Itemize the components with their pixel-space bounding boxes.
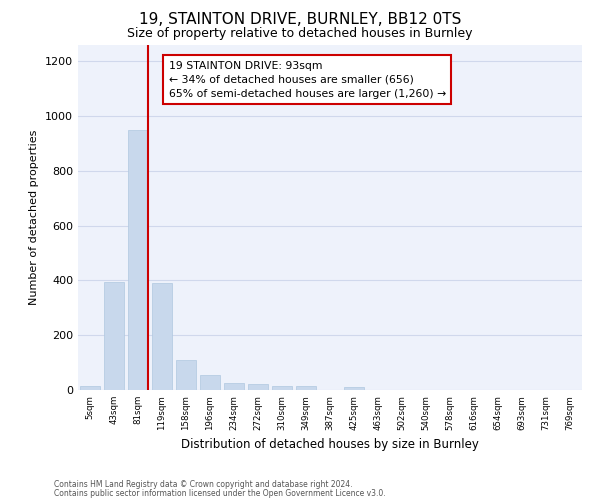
Bar — [152, 283, 172, 390]
Text: 19, STAINTON DRIVE, BURNLEY, BB12 0TS: 19, STAINTON DRIVE, BURNLEY, BB12 0TS — [139, 12, 461, 28]
Text: Contains HM Land Registry data © Crown copyright and database right 2024.: Contains HM Land Registry data © Crown c… — [54, 480, 353, 489]
Text: Size of property relative to detached houses in Burnley: Size of property relative to detached ho… — [127, 28, 473, 40]
X-axis label: Distribution of detached houses by size in Burnley: Distribution of detached houses by size … — [181, 438, 479, 451]
Bar — [200, 375, 220, 390]
Bar — [248, 384, 268, 390]
Bar — [176, 360, 196, 390]
Text: 19 STAINTON DRIVE: 93sqm
← 34% of detached houses are smaller (656)
65% of semi-: 19 STAINTON DRIVE: 93sqm ← 34% of detach… — [169, 60, 446, 98]
Bar — [272, 386, 292, 390]
Bar — [344, 386, 364, 390]
Bar — [128, 130, 148, 390]
Y-axis label: Number of detached properties: Number of detached properties — [29, 130, 40, 305]
Bar — [80, 386, 100, 390]
Bar — [104, 282, 124, 390]
Text: Contains public sector information licensed under the Open Government Licence v3: Contains public sector information licen… — [54, 489, 386, 498]
Bar — [296, 386, 316, 390]
Bar — [224, 382, 244, 390]
